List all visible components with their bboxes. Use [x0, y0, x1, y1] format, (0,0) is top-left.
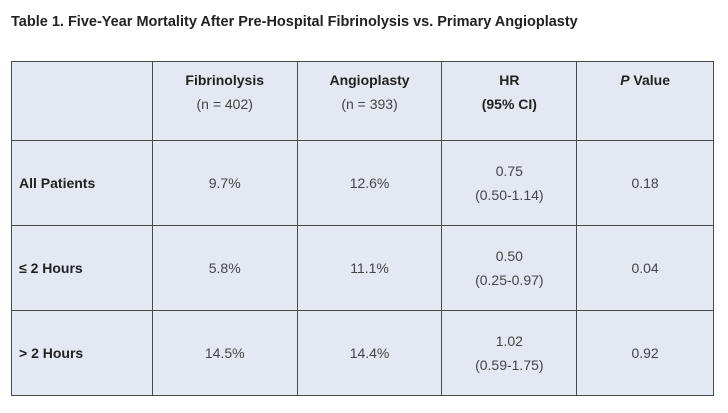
hr-value: 0.75 [495, 163, 523, 179]
header-fibrinolysis-label: Fibrinolysis [185, 72, 264, 88]
fibrinolysis-value: 9.7% [151, 140, 298, 226]
header-row: Fibrinolysis (n = 402) Angioplasty (n = … [11, 61, 714, 141]
fibrinolysis-value: 5.8% [151, 225, 298, 311]
mortality-table: Fibrinolysis (n = 402) Angioplasty (n = … [11, 61, 714, 396]
angioplasty-value: 12.6% [296, 140, 443, 226]
header-hr-ci: (95% CI) [481, 96, 537, 112]
p-value: 0.92 [576, 310, 714, 396]
fibrinolysis-value: 14.5% [151, 310, 298, 396]
header-angioplasty: Angioplasty (n = 393) [296, 61, 443, 141]
p-value: 0.04 [576, 225, 714, 311]
row-label: All Patients [11, 140, 153, 226]
hr-value: 0.50 [495, 248, 523, 264]
header-hr: HR (95% CI) [441, 61, 578, 141]
header-pvalue-rest: Value [629, 72, 670, 88]
table-title: Table 1. Five-Year Mortality After Pre-H… [11, 14, 578, 30]
angioplasty-value: 14.4% [296, 310, 443, 396]
header-fibrinolysis: Fibrinolysis (n = 402) [151, 61, 298, 141]
header-hr-label: HR [499, 72, 520, 88]
header-angioplasty-n: (n = 393) [341, 96, 398, 112]
p-value: 0.18 [576, 140, 714, 226]
table-row: ≤ 2 Hours 5.8% 11.1% 0.50 (0.25-0.97) 0.… [11, 225, 714, 311]
header-pvalue-label: P Value [577, 68, 713, 92]
hr-value: 1.02 [495, 333, 523, 349]
header-pvalue: P Value [576, 61, 714, 141]
ci-value: (0.25-0.97) [475, 272, 544, 288]
header-fibrinolysis-n: (n = 402) [196, 96, 253, 112]
header-angioplasty-label: Angioplasty [329, 72, 410, 88]
hr-cell: 1.02 (0.59-1.75) [441, 310, 578, 396]
hr-cell: 0.75 (0.50-1.14) [441, 140, 578, 226]
header-pvalue-p: P [620, 72, 630, 88]
table-row: > 2 Hours 14.5% 14.4% 1.02 (0.59-1.75) 0… [11, 310, 714, 396]
angioplasty-value: 11.1% [296, 225, 443, 311]
ci-value: (0.50-1.14) [475, 187, 544, 203]
row-label: ≤ 2 Hours [11, 225, 153, 311]
table-row: All Patients 9.7% 12.6% 0.75 (0.50-1.14)… [11, 140, 714, 226]
row-label: > 2 Hours [11, 310, 153, 396]
header-empty-cell [11, 61, 153, 141]
ci-value: (0.59-1.75) [475, 357, 544, 373]
hr-cell: 0.50 (0.25-0.97) [441, 225, 578, 311]
